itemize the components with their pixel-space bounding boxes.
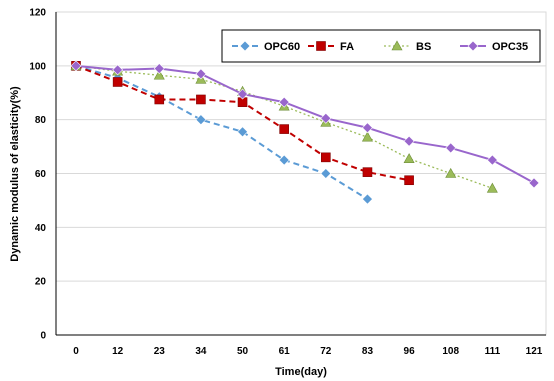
legend-label: BS	[416, 41, 431, 53]
x-tick-label: 50	[237, 346, 249, 357]
axes	[55, 12, 546, 336]
data-point	[195, 68, 207, 80]
legend-swatch-marker	[239, 40, 251, 52]
data-point	[112, 77, 123, 87]
grid-lines	[56, 65, 546, 282]
data-point	[403, 135, 415, 147]
series-line	[75, 64, 535, 184]
series-line	[75, 64, 368, 200]
data-point	[153, 69, 165, 80]
legend-swatch-marker	[316, 41, 326, 51]
y-tick-label: 20	[35, 277, 47, 288]
series-layer	[70, 60, 540, 205]
data-point	[154, 94, 165, 105]
data-point	[404, 175, 414, 186]
y-tick-label: 0	[40, 331, 46, 342]
data-point	[320, 112, 332, 124]
y-tick-label: 40	[35, 223, 47, 234]
legend-items: OPC60 FA BS OPC35	[232, 40, 528, 53]
data-point	[362, 122, 373, 134]
data-point	[153, 63, 165, 74]
legend-label: FA	[340, 41, 354, 53]
legend-label: OPC60	[264, 41, 300, 53]
legend-item-opc35: OPC35	[460, 40, 528, 53]
legend-item-bs: BS	[384, 40, 431, 53]
x-axis-title: Time(day)	[275, 366, 327, 378]
y-tick-label: 100	[29, 61, 46, 72]
x-tick-label: 96	[404, 346, 416, 357]
data-point	[112, 64, 124, 76]
data-point	[362, 193, 373, 205]
x-tick-label: 23	[154, 346, 166, 357]
data-point	[237, 126, 248, 138]
data-point	[237, 88, 248, 100]
x-tick-labels: 0 12 23 34 50 61 72 83 96 108 111 121	[73, 346, 543, 357]
x-tick-label: 0	[73, 346, 79, 357]
y-tick-labels: 0 20 40 60 80 100 120	[29, 8, 46, 342]
x-tick-label: 111	[485, 346, 501, 357]
x-tick-label: 83	[362, 346, 374, 357]
data-point	[279, 124, 289, 134]
legend-item-fa: FA	[308, 41, 354, 53]
data-point	[361, 131, 373, 142]
data-point	[528, 177, 540, 189]
x-tick-label: 61	[279, 346, 291, 357]
x-tick-label: 121	[526, 346, 543, 357]
data-point	[445, 167, 457, 178]
data-point	[195, 114, 207, 126]
data-point	[486, 154, 498, 166]
legend-swatch-marker	[467, 40, 479, 52]
legend-item-opc60: OPC60	[232, 40, 300, 53]
data-point	[320, 168, 332, 179]
y-tick-label: 80	[35, 115, 47, 126]
y-tick-label: 120	[29, 8, 46, 19]
series-opc35	[70, 60, 540, 189]
data-point	[486, 182, 498, 193]
data-point	[278, 96, 290, 108]
legend: OPC60 FA BS OPC35	[221, 29, 541, 63]
data-point	[70, 60, 82, 72]
data-point	[321, 152, 331, 163]
x-tick-label: 108	[442, 346, 459, 357]
data-point	[445, 142, 457, 154]
x-tick-label: 72	[320, 346, 332, 357]
legend-label: OPC35	[492, 41, 528, 53]
x-tick-label: 34	[195, 346, 207, 357]
data-point	[403, 153, 415, 163]
data-point	[278, 154, 290, 166]
data-point	[362, 167, 373, 177]
data-point	[196, 94, 206, 105]
x-tick-label: 12	[112, 346, 124, 357]
legend-box	[221, 29, 541, 63]
y-tick-label: 60	[35, 169, 47, 180]
y-axis-title: Dynamic modulus of elasticity(%)	[9, 86, 21, 262]
legend-swatch-marker	[391, 40, 403, 51]
